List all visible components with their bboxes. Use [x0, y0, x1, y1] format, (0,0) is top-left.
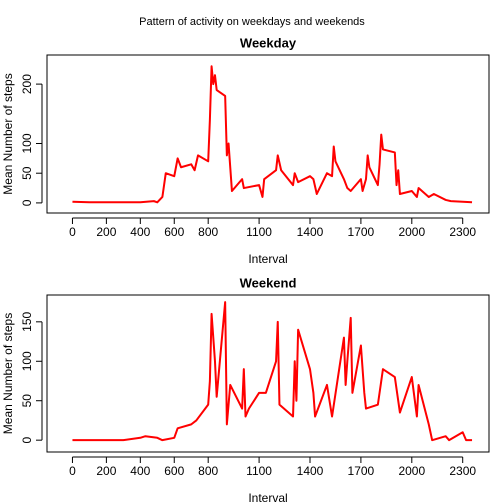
- x-axis-label: Interval: [248, 252, 287, 266]
- plot-box: [46, 294, 490, 453]
- y-axis-label: Mean Number of steps: [1, 73, 15, 194]
- x-tick-label: 1400: [297, 225, 324, 239]
- x-tick-label: 1400: [297, 464, 324, 478]
- x-tick-label: 2000: [398, 464, 425, 478]
- x-tick-label: 200: [96, 225, 116, 239]
- x-tick-label: 2300: [449, 464, 476, 478]
- x-tick-label: 600: [164, 464, 184, 478]
- x-tick-label: 1100: [246, 464, 272, 478]
- y-tick-label: 50: [20, 166, 34, 180]
- x-tick-label: 1700: [348, 225, 375, 239]
- x-tick-label: 200: [96, 464, 116, 478]
- panel-title: Weekday: [240, 35, 297, 50]
- y-tick-label: 0: [20, 199, 34, 206]
- x-tick-label: 2000: [398, 225, 425, 239]
- y-tick-label: 0: [20, 437, 34, 444]
- x-tick-label: 2300: [449, 225, 476, 239]
- data-line: [72, 65, 473, 204]
- figure-title: Pattern of activity on weekdays and week…: [139, 16, 365, 28]
- y-tick-label: 100: [20, 133, 34, 153]
- y-axis-label: Mean Number of steps: [1, 313, 15, 434]
- x-tick-label: 800: [198, 464, 218, 478]
- x-tick-label: 1700: [348, 464, 375, 478]
- panel-title: Weekend: [240, 275, 297, 290]
- x-axis-label: Interval: [248, 491, 287, 504]
- y-tick-label: 100: [20, 351, 34, 371]
- y-tick-label: 200: [20, 74, 34, 94]
- y-tick-label: 50: [20, 394, 34, 408]
- x-tick-label: 0: [69, 464, 76, 478]
- data-line: [72, 301, 473, 442]
- x-tick-label: 0: [69, 225, 76, 239]
- y-tick-label: 150: [20, 311, 34, 331]
- plot-box: [46, 54, 490, 214]
- x-tick-label: 600: [164, 225, 184, 239]
- x-tick-label: 400: [130, 225, 150, 239]
- x-tick-label: 1100: [246, 225, 272, 239]
- x-tick-label: 400: [130, 464, 150, 478]
- x-tick-label: 800: [198, 225, 218, 239]
